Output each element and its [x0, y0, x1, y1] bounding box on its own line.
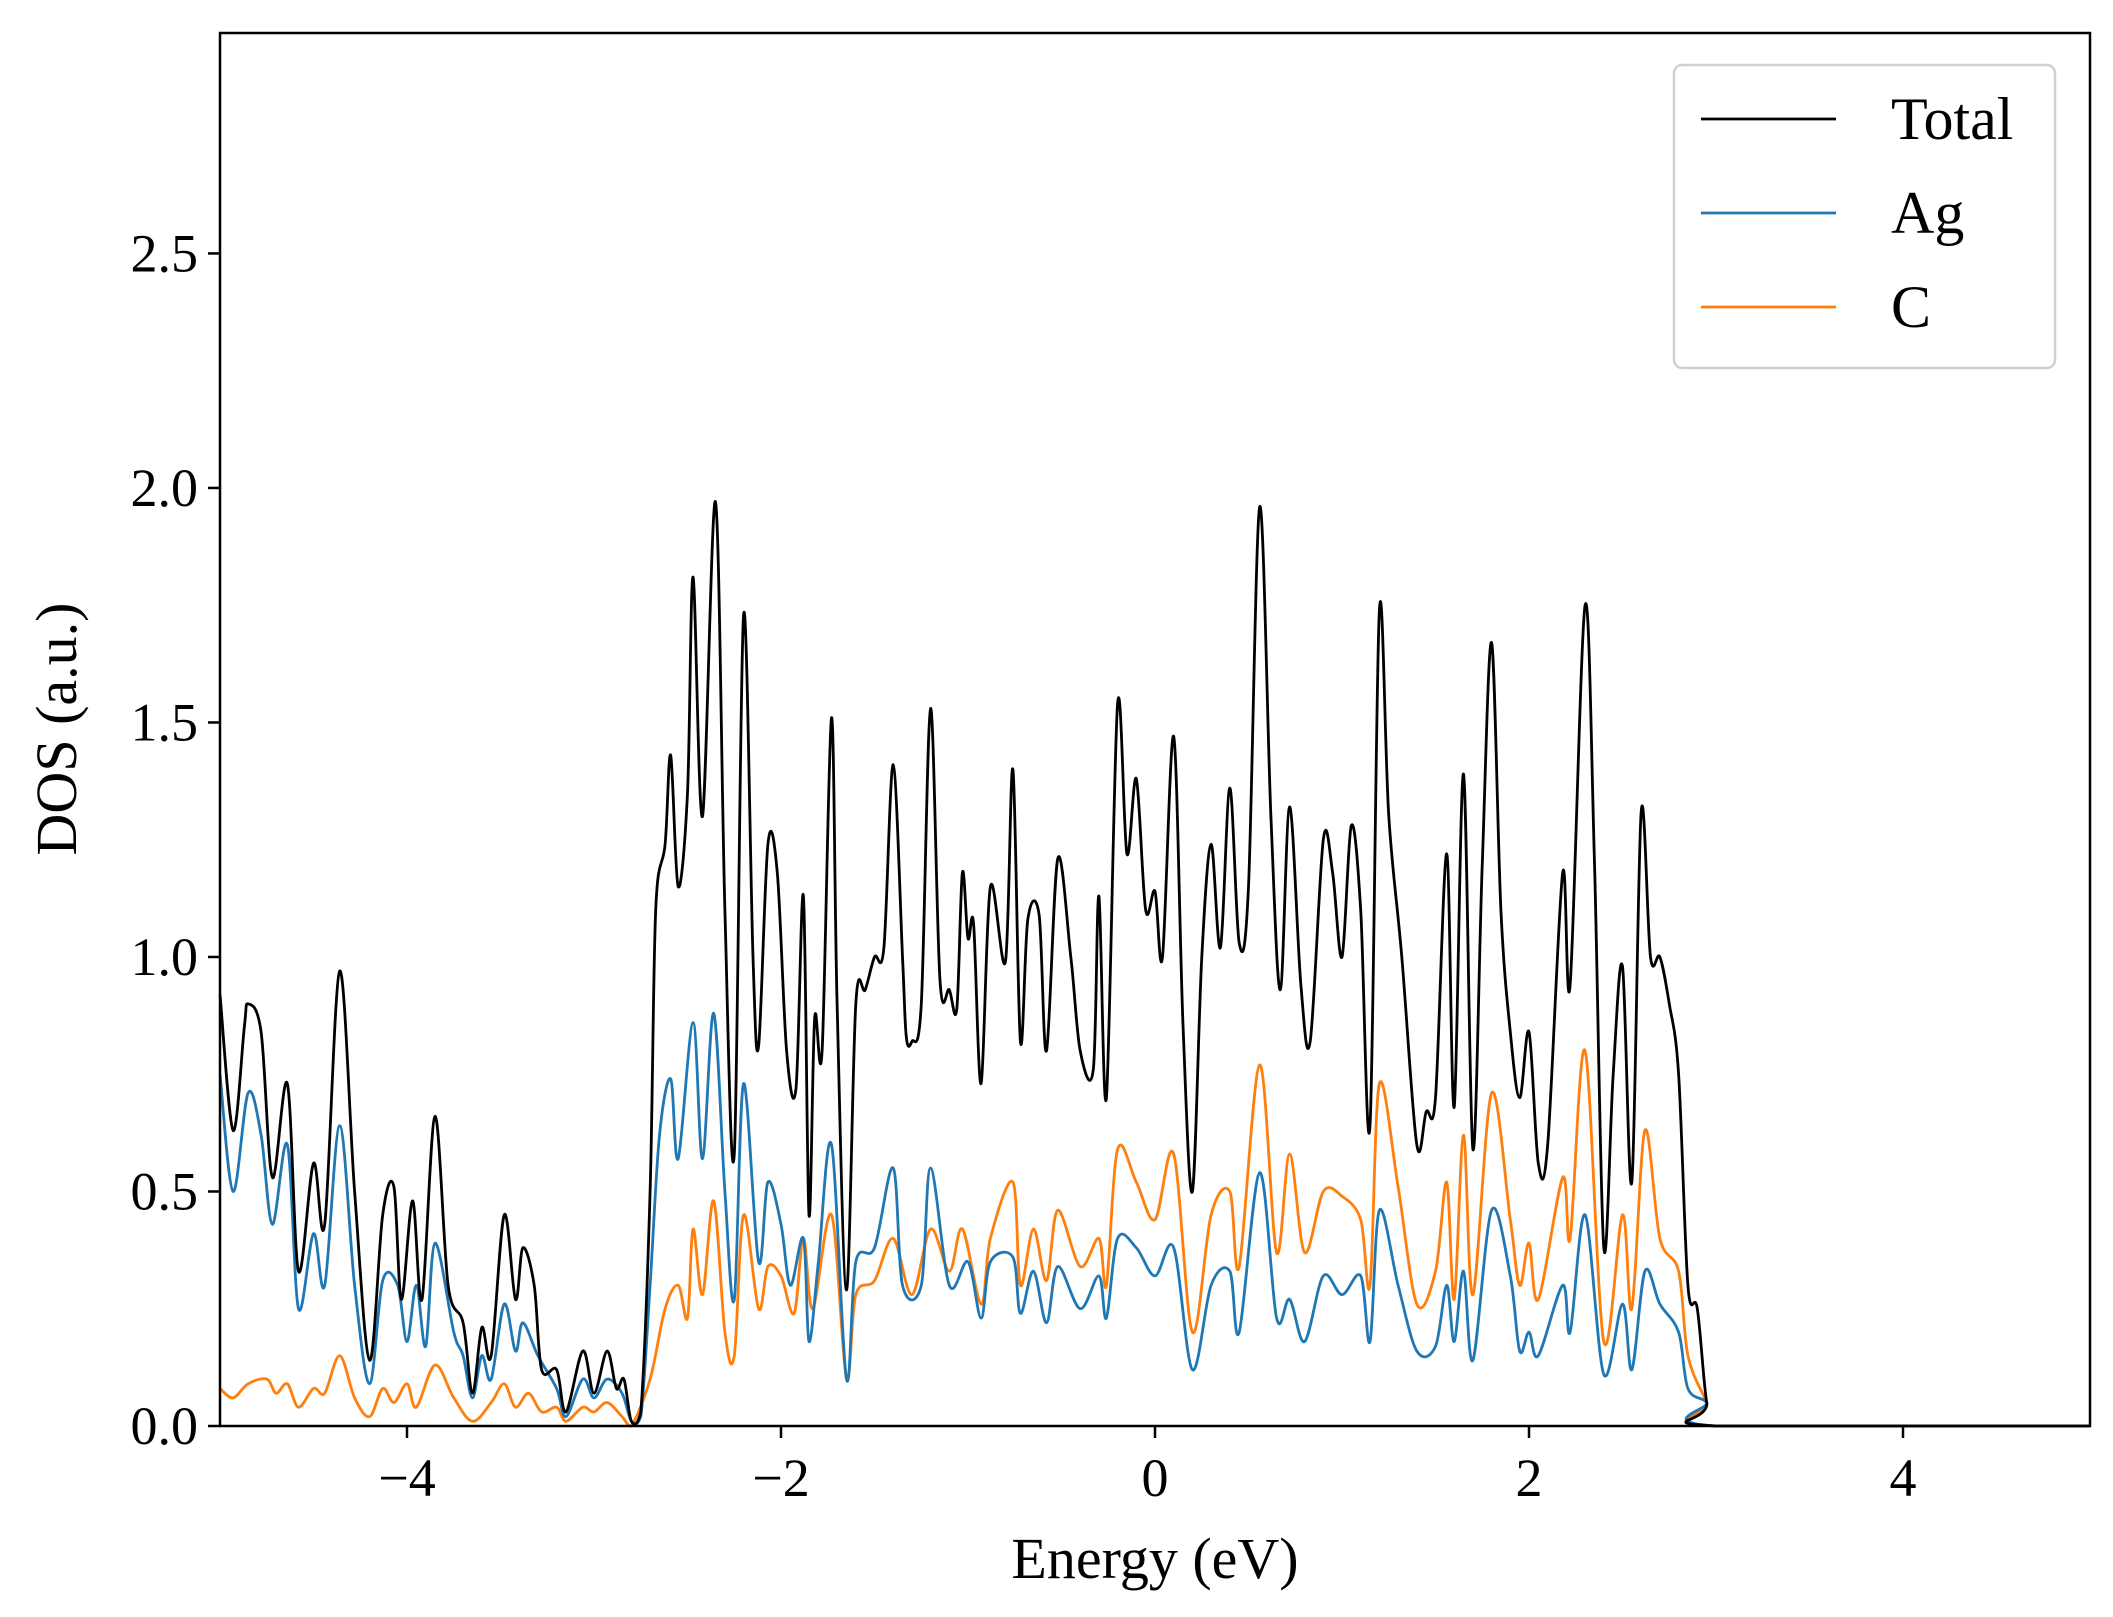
x-tick-label: −4 — [378, 1448, 435, 1508]
y-tick-label: 1.5 — [131, 692, 199, 752]
x-tick-label: −2 — [752, 1448, 809, 1508]
series-line-ag — [218, 1011, 2090, 1428]
legend-label-total: Total — [1891, 86, 2013, 152]
y-tick-label: 1.0 — [131, 927, 199, 987]
series-layer — [218, 500, 2090, 1428]
y-axis-label: DOS (a.u.) — [24, 603, 89, 856]
x-tick-label: 2 — [1516, 1448, 1543, 1508]
x-tick-label: 4 — [1890, 1448, 1917, 1508]
x-axis-label: Energy (eV) — [1011, 1526, 1298, 1591]
series-line-c — [219, 1048, 2090, 1428]
y-tick-label: 0.5 — [131, 1161, 199, 1221]
legend-label-c: C — [1891, 274, 1931, 340]
x-axis: −4 −2 0 2 4 — [378, 1426, 1917, 1508]
legend-box — [1672, 63, 2057, 370]
series-line-total — [218, 500, 2090, 1428]
y-tick-label: 2.0 — [131, 458, 199, 518]
legend-label-ag: Ag — [1891, 180, 1964, 246]
y-tick-label: 0.0 — [131, 1396, 199, 1456]
x-tick-label: 0 — [1142, 1448, 1169, 1508]
y-tick-label: 2.5 — [131, 223, 199, 283]
legend: Total Ag C — [1672, 63, 2057, 370]
y-axis: 0.0 0.5 1.0 1.5 2.0 2.5 — [131, 223, 220, 1456]
